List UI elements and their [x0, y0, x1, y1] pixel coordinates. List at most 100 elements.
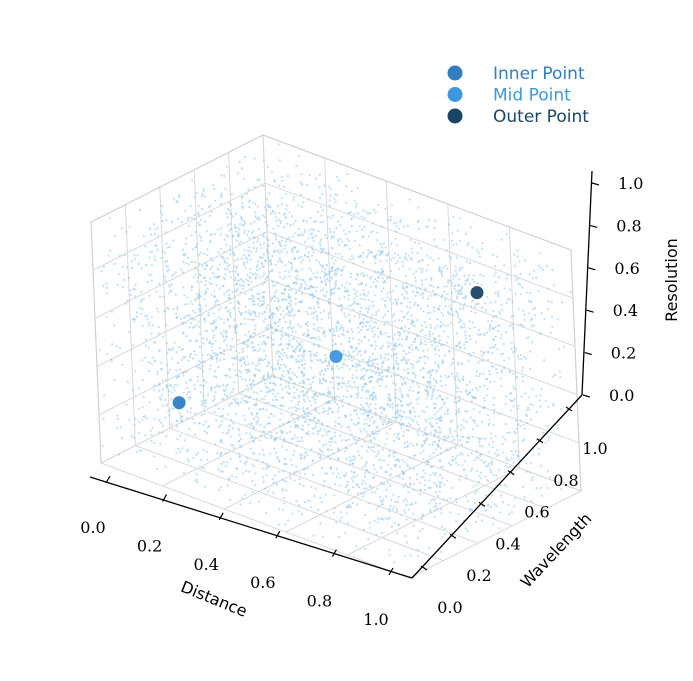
cloud-point [527, 312, 530, 315]
cloud-point [325, 278, 328, 281]
cloud-point [415, 334, 418, 337]
cloud-point [424, 479, 427, 482]
cloud-point [345, 485, 348, 488]
cloud-point [512, 385, 515, 388]
cloud-point [238, 303, 241, 306]
cloud-point [376, 488, 379, 491]
cloud-point [440, 311, 443, 314]
cloud-point [423, 484, 426, 487]
cloud-point [183, 439, 186, 442]
cloud-point [460, 287, 463, 290]
cloud-point [353, 438, 357, 441]
y-tick [420, 565, 428, 571]
cloud-point [251, 335, 255, 338]
cloud-point [120, 227, 123, 230]
cloud-point [525, 462, 528, 465]
cloud-point [267, 256, 270, 259]
cloud-point [413, 304, 416, 307]
cloud-point [378, 416, 382, 419]
cloud-point [338, 224, 341, 227]
cloud-point [369, 277, 372, 280]
cloud-point [512, 405, 515, 408]
cloud-point [329, 444, 332, 447]
cloud-point [273, 251, 276, 254]
cloud-point [474, 305, 477, 309]
cloud-point [429, 508, 432, 512]
cloud-point [128, 419, 131, 422]
cloud-point [284, 380, 288, 383]
wall-y1-grid-z [264, 182, 574, 299]
cloud-point [351, 359, 354, 362]
cloud-point [386, 292, 389, 295]
cloud-point [263, 310, 266, 313]
cloud-point [263, 290, 266, 293]
cloud-point [319, 311, 322, 314]
cloud-point [181, 347, 185, 350]
cloud-point [507, 513, 510, 516]
cloud-point [365, 315, 368, 318]
cloud-point [433, 238, 436, 241]
cloud-point [262, 398, 265, 401]
cloud-point [335, 327, 338, 330]
cloud-point [202, 188, 205, 191]
cloud-point [459, 217, 462, 220]
cloud-point [464, 330, 467, 333]
cloud-point [262, 460, 265, 463]
cloud-point [240, 446, 243, 449]
cloud-point [365, 294, 368, 297]
cloud-point [319, 522, 322, 525]
cloud-point [348, 368, 351, 371]
cloud-point [444, 384, 447, 387]
cloud-point [249, 272, 252, 275]
cloud-point [466, 393, 469, 396]
cloud-point [263, 425, 266, 428]
cloud-point [303, 501, 307, 504]
cloud-point [246, 233, 249, 236]
cloud-point [422, 469, 425, 472]
cloud-point [433, 406, 436, 409]
cloud-point [395, 225, 398, 228]
cloud-point [337, 422, 340, 425]
cloud-point [274, 212, 277, 215]
cloud-point [476, 515, 479, 518]
cloud-point [498, 310, 501, 314]
cloud-point [516, 255, 519, 258]
cloud-point [337, 382, 340, 385]
cloud-point [338, 416, 341, 419]
cloud-point [458, 284, 461, 287]
cloud-point [430, 276, 433, 280]
cloud-point [272, 227, 275, 230]
cloud-point [357, 486, 361, 489]
cloud-point [412, 467, 415, 470]
cloud-point [378, 378, 381, 381]
cloud-point [153, 418, 156, 421]
cloud-point [212, 337, 215, 340]
cloud-point [379, 243, 382, 246]
cloud-point [202, 337, 205, 340]
cloud-point [468, 352, 471, 355]
cloud-point [190, 261, 193, 264]
cloud-point [334, 441, 337, 444]
cloud-point [118, 453, 121, 456]
cloud-point [241, 202, 244, 205]
cloud-point [222, 349, 226, 352]
cloud-point [129, 289, 132, 292]
cloud-point [250, 280, 253, 283]
cloud-point [295, 164, 298, 167]
cloud-point [424, 340, 427, 343]
cloud-point [327, 430, 330, 433]
cloud-point [396, 510, 399, 513]
cloud-point [478, 437, 481, 440]
cloud-point [389, 504, 392, 507]
cloud-point [384, 305, 387, 308]
cloud-point [495, 454, 499, 457]
cloud-point [248, 298, 251, 301]
cloud-point [338, 297, 341, 301]
cloud-point [444, 374, 447, 377]
cloud-point [503, 366, 506, 370]
cloud-point [414, 337, 417, 340]
cloud-point [439, 320, 442, 323]
cloud-point [310, 232, 314, 235]
cloud-point [457, 292, 460, 295]
cloud-point [244, 463, 247, 466]
